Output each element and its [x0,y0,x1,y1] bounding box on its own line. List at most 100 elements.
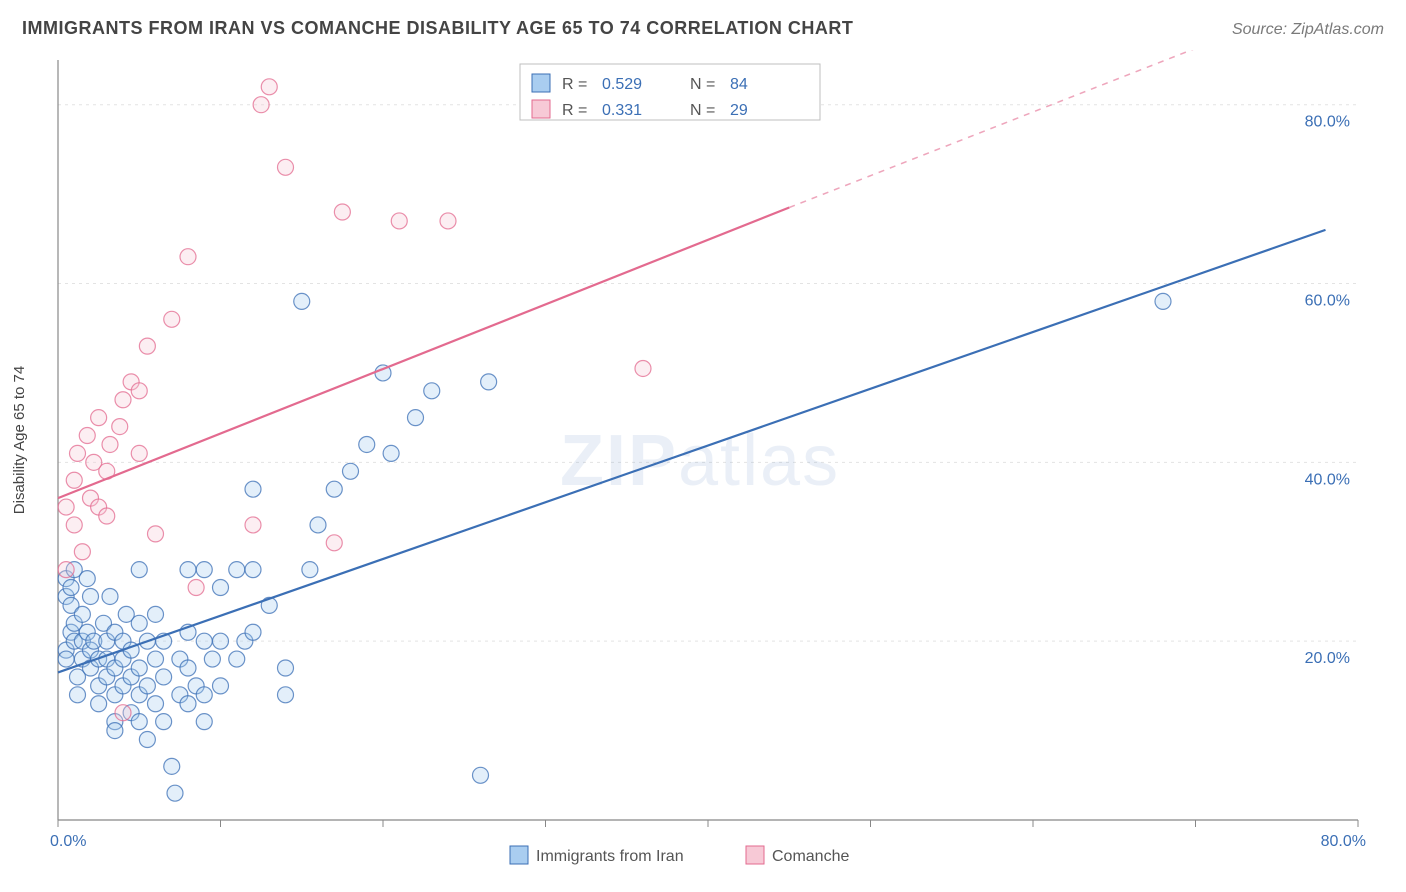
x-tick-label: 80.0% [1321,833,1366,850]
chart-bg [0,50,1406,892]
data-point [66,517,82,533]
data-point [424,383,440,399]
data-point [70,687,86,703]
data-point [229,562,245,578]
data-point [131,714,147,730]
data-point [131,383,147,399]
data-point [156,669,172,685]
data-point [79,428,95,444]
data-point [302,562,318,578]
data-point [180,696,196,712]
data-point [79,571,95,587]
legend-label: Comanche [772,848,849,865]
data-point [139,732,155,748]
data-point [473,767,489,783]
data-point [196,562,212,578]
data-point [102,436,118,452]
data-point [261,79,277,95]
data-point [148,651,164,667]
data-point [481,374,497,390]
data-point [99,508,115,524]
data-point [63,580,79,596]
data-point [245,481,261,497]
source-name: ZipAtlas.com [1292,21,1384,38]
data-point [112,419,128,435]
chart-container: 20.0%40.0%60.0%80.0%0.0%80.0%Disability … [0,50,1406,892]
chart-header: IMMIGRANTS FROM IRAN VS COMANCHE DISABIL… [0,0,1406,45]
data-point [391,213,407,229]
data-point [66,472,82,488]
data-point [278,159,294,175]
source-prefix: Source: [1232,21,1292,38]
data-point [115,392,131,408]
data-point [70,445,86,461]
stats-r-value: 0.529 [602,76,642,93]
stats-swatch [532,100,550,118]
data-point [229,651,245,667]
data-point [278,660,294,676]
data-point [58,651,74,667]
data-point [359,436,375,452]
data-point [213,580,229,596]
data-point [131,660,147,676]
data-point [635,360,651,376]
data-point [253,97,269,113]
data-point [83,588,99,604]
stats-n-label: N = [690,102,715,119]
stats-n-value: 29 [730,102,748,119]
legend-label: Immigrants from Iran [536,848,684,865]
data-point [102,588,118,604]
data-point [131,445,147,461]
data-point [148,606,164,622]
data-point [188,580,204,596]
data-point [74,606,90,622]
correlation-scatter-chart: 20.0%40.0%60.0%80.0%0.0%80.0%Disability … [0,50,1406,892]
data-point [334,204,350,220]
data-point [245,562,261,578]
stats-r-label: R = [562,102,587,119]
data-point [58,562,74,578]
y-tick-label: 80.0% [1305,114,1350,131]
y-tick-label: 20.0% [1305,650,1350,667]
data-point [148,526,164,542]
data-point [310,517,326,533]
stats-n-label: N = [690,76,715,93]
data-point [278,687,294,703]
y-tick-label: 60.0% [1305,293,1350,310]
data-point [58,499,74,515]
data-point [1155,293,1171,309]
data-point [294,293,310,309]
data-point [196,687,212,703]
data-point [213,678,229,694]
data-point [383,445,399,461]
data-point [164,758,180,774]
data-point [245,517,261,533]
data-point [326,535,342,551]
data-point [131,615,147,631]
data-point [91,410,107,426]
legend-swatch [746,846,764,864]
data-point [107,723,123,739]
data-point [343,463,359,479]
legend-swatch [510,846,528,864]
y-axis-label: Disability Age 65 to 74 [11,366,28,514]
data-point [196,714,212,730]
data-point [131,562,147,578]
data-point [167,785,183,801]
chart-title: IMMIGRANTS FROM IRAN VS COMANCHE DISABIL… [22,18,853,39]
stats-swatch [532,74,550,92]
data-point [164,311,180,327]
data-point [156,714,172,730]
data-point [74,544,90,560]
stats-n-value: 84 [730,76,748,93]
stats-r-label: R = [562,76,587,93]
data-point [245,624,261,640]
data-point [180,562,196,578]
data-point [408,410,424,426]
data-point [180,249,196,265]
data-point [196,633,212,649]
data-point [326,481,342,497]
data-point [115,705,131,721]
data-point [180,660,196,676]
y-tick-label: 40.0% [1305,471,1350,488]
